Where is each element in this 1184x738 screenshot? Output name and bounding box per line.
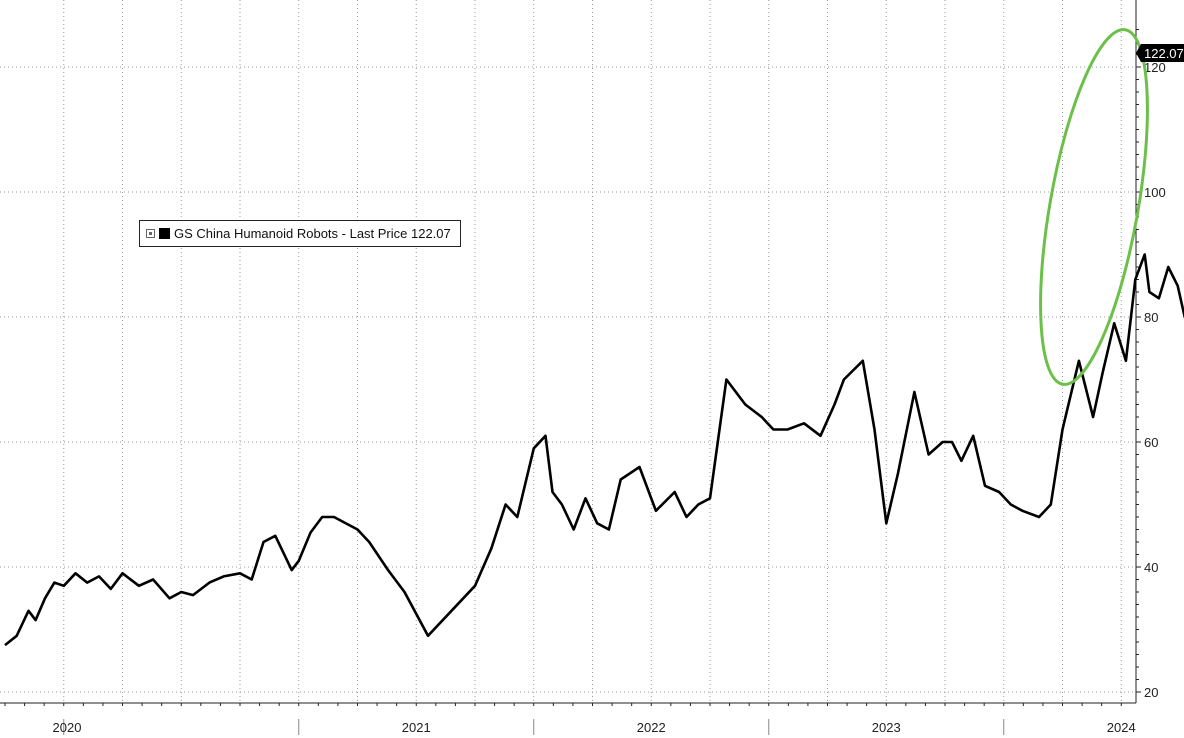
x-tick-label: 2021	[402, 720, 431, 735]
series-color-swatch	[159, 228, 170, 239]
last-price-label: 122.07	[1144, 46, 1184, 61]
series-line	[4, 253, 1184, 647]
y-tick-label: 80	[1144, 310, 1158, 325]
x-tick-label: 2022	[637, 720, 666, 735]
x-tick-label: 2024	[1107, 720, 1136, 735]
chart-legend: GS China Humanoid Robots - Last Price 12…	[139, 220, 461, 247]
series-layer	[4, 253, 1184, 647]
y-tick-label: 120	[1144, 60, 1166, 75]
last-price-marker: 122.07	[1136, 44, 1184, 62]
x-tick-label: 2020	[53, 720, 82, 735]
y-axis: 20 40 60 80 100 120	[1135, 0, 1166, 703]
highlight-ellipse	[1039, 28, 1149, 386]
y-tick-label: 20	[1144, 685, 1158, 700]
expand-box-icon[interactable]	[146, 229, 155, 238]
x-axis: 202020212022202320242025	[0, 702, 1136, 735]
legend-label: GS China Humanoid Robots - Last Price 12…	[174, 226, 451, 241]
y-tick-label: 100	[1144, 185, 1166, 200]
last-price-tag-bg	[1136, 44, 1184, 62]
y-tick-label: 40	[1144, 560, 1158, 575]
x-tick-label: 2023	[872, 720, 901, 735]
chart-grid	[0, 0, 1136, 703]
y-tick-label: 60	[1144, 435, 1158, 450]
